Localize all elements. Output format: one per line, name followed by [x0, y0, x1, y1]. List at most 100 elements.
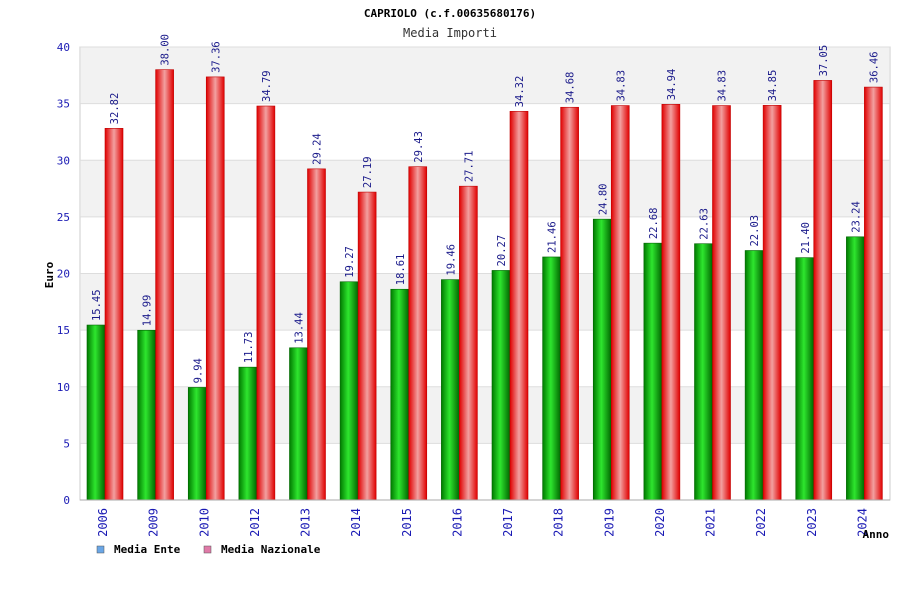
value-label-media-nazionale-2019: 34.83 — [615, 70, 627, 102]
x-tick-label-2010: 2010 — [197, 508, 211, 537]
value-label-media-ente-2015: 18.61 — [395, 254, 407, 286]
bar-media-nazionale-2020 — [661, 104, 681, 501]
value-label-media-ente-2010: 9.94 — [192, 358, 204, 383]
bar-media-ente-2016 — [441, 279, 460, 501]
bar-media-ente-2015 — [390, 288, 410, 501]
value-label-media-ente-2021: 22.63 — [699, 208, 711, 240]
value-label-media-nazionale-2006: 32.82 — [109, 93, 121, 125]
x-tick-label-2015: 2015 — [400, 508, 414, 537]
x-tick-label-2016: 2016 — [450, 508, 464, 537]
value-label-media-nazionale-2023: 37.05 — [818, 45, 830, 77]
bar-media-nazionale-2021 — [712, 105, 731, 501]
value-label-media-ente-2016: 19.46 — [445, 244, 457, 276]
x-axis-ticks: 2006 2009 2010 2012 2013 2014 2015 2016 2017 2018… — [96, 508, 869, 537]
bar-media-ente-2023 — [795, 257, 815, 501]
value-label-media-ente-2006: 15.45 — [91, 289, 103, 321]
x-tick-label-2009: 2009 — [147, 508, 161, 537]
value-label-media-ente-2012: 11.73 — [243, 332, 255, 364]
x-tick-label-2013: 2013 — [299, 508, 313, 537]
value-label-media-nazionale-2016: 27.71 — [463, 151, 475, 183]
x-tick-label-2022: 2022 — [754, 508, 768, 537]
x-tick-label-2020: 2020 — [653, 508, 667, 537]
value-label-media-nazionale-2020: 34.94 — [666, 69, 678, 101]
y-tick-label: 20 — [57, 268, 70, 281]
value-labels: 15.45 32.82 14.99 38.00 9.94 37.36 11.73 34.79 1… — [91, 34, 880, 383]
x-tick-label-2021: 2021 — [704, 508, 718, 537]
value-label-media-ente-2017: 20.27 — [496, 235, 508, 267]
x-tick-label-2017: 2017 — [501, 508, 515, 537]
value-label-media-nazionale-2018: 34.68 — [565, 72, 577, 104]
bar-media-ente-2019 — [592, 218, 612, 501]
y-axis-title: Euro — [43, 261, 56, 288]
x-tick-label-2014: 2014 — [349, 508, 363, 537]
y-tick-label: 5 — [63, 437, 70, 450]
bar-media-nazionale-2019 — [610, 105, 630, 501]
bar-media-ente-2010 — [187, 387, 207, 501]
value-label-media-ente-2019: 24.80 — [597, 184, 609, 216]
bar-media-ente-2017 — [491, 270, 511, 501]
value-label-media-ente-2020: 22.68 — [648, 208, 660, 240]
bar-media-nazionale-2013 — [307, 168, 326, 501]
value-label-media-nazionale-2013: 29.24 — [312, 133, 324, 165]
y-axis-ticks: 0 5 10 15 20 25 30 35 40 — [57, 41, 70, 507]
value-label-media-ente-2014: 19.27 — [344, 246, 356, 278]
value-label-media-ente-2022: 22.03 — [749, 215, 761, 247]
bar-media-ente-2012 — [238, 366, 258, 501]
y-tick-label: 15 — [57, 324, 70, 337]
bar-media-ente-2022 — [744, 250, 764, 501]
value-label-media-nazionale-2021: 34.83 — [717, 70, 729, 102]
bar-media-nazionale-2022 — [762, 105, 782, 501]
value-label-media-ente-2009: 14.99 — [142, 295, 154, 327]
legend-swatch-media-nazionale — [203, 545, 212, 554]
bar-media-ente-2024 — [846, 236, 865, 501]
x-tick-label-2019: 2019 — [602, 508, 616, 537]
value-label-media-nazionale-2014: 27.19 — [362, 156, 374, 188]
value-label-media-nazionale-2010: 37.36 — [210, 41, 222, 73]
legend-label-media-nazionale: Media Nazionale — [221, 543, 321, 556]
bar-media-nazionale-2018 — [560, 106, 579, 501]
y-tick-label: 10 — [57, 381, 70, 394]
value-label-media-ente-2024: 23.24 — [850, 201, 862, 233]
bar-media-nazionale-2006 — [104, 128, 124, 501]
x-axis-title: Anno — [863, 528, 890, 541]
value-label-media-nazionale-2009: 38.00 — [160, 34, 172, 66]
bar-media-nazionale-2009 — [155, 69, 174, 501]
y-tick-label: 30 — [57, 154, 70, 167]
x-tick-label-2023: 2023 — [805, 508, 819, 537]
y-tick-label: 40 — [57, 41, 70, 54]
bar-media-nazionale-2012 — [256, 105, 276, 501]
value-label-media-ente-2013: 13.44 — [294, 312, 306, 344]
bar-media-nazionale-2023 — [813, 80, 833, 501]
value-label-media-nazionale-2017: 34.32 — [514, 76, 526, 108]
value-label-media-nazionale-2012: 34.79 — [261, 70, 273, 102]
legend-swatch-media-ente — [96, 545, 105, 554]
bar-media-nazionale-2015 — [408, 166, 428, 501]
bar-media-ente-2013 — [289, 347, 308, 501]
bar-media-ente-2018 — [542, 256, 561, 501]
x-tick-label-2006: 2006 — [96, 508, 110, 537]
value-label-media-ente-2023: 21.40 — [800, 222, 812, 254]
y-tick-label: 35 — [57, 98, 70, 111]
bar-media-nazionale-2016 — [459, 185, 478, 501]
x-tick-label-2012: 2012 — [248, 508, 262, 537]
x-tick-label-2018: 2018 — [552, 508, 566, 537]
y-tick-label: 25 — [57, 211, 70, 224]
y-tick-label: 0 — [63, 494, 70, 507]
bar-media-nazionale-2017 — [509, 111, 529, 501]
x-tick-label-2024: 2024 — [855, 508, 869, 537]
bar-media-ente-2009 — [137, 329, 156, 501]
bars — [86, 69, 883, 501]
bar-media-ente-2006 — [86, 324, 106, 501]
bar-media-nazionale-2010 — [205, 76, 225, 501]
chart-subtitle: Media Importi — [403, 26, 497, 40]
value-label-media-nazionale-2022: 34.85 — [767, 70, 779, 102]
bar-media-nazionale-2014 — [357, 191, 377, 501]
value-label-media-nazionale-2024: 36.46 — [868, 51, 880, 83]
bar-media-ente-2020 — [643, 242, 663, 501]
legend-label-media-ente: Media Ente — [114, 543, 181, 556]
bar-media-ente-2014 — [339, 281, 359, 501]
bar-media-nazionale-2024 — [864, 86, 883, 501]
bar-media-ente-2021 — [694, 243, 713, 501]
value-label-media-ente-2018: 21.46 — [547, 221, 559, 253]
